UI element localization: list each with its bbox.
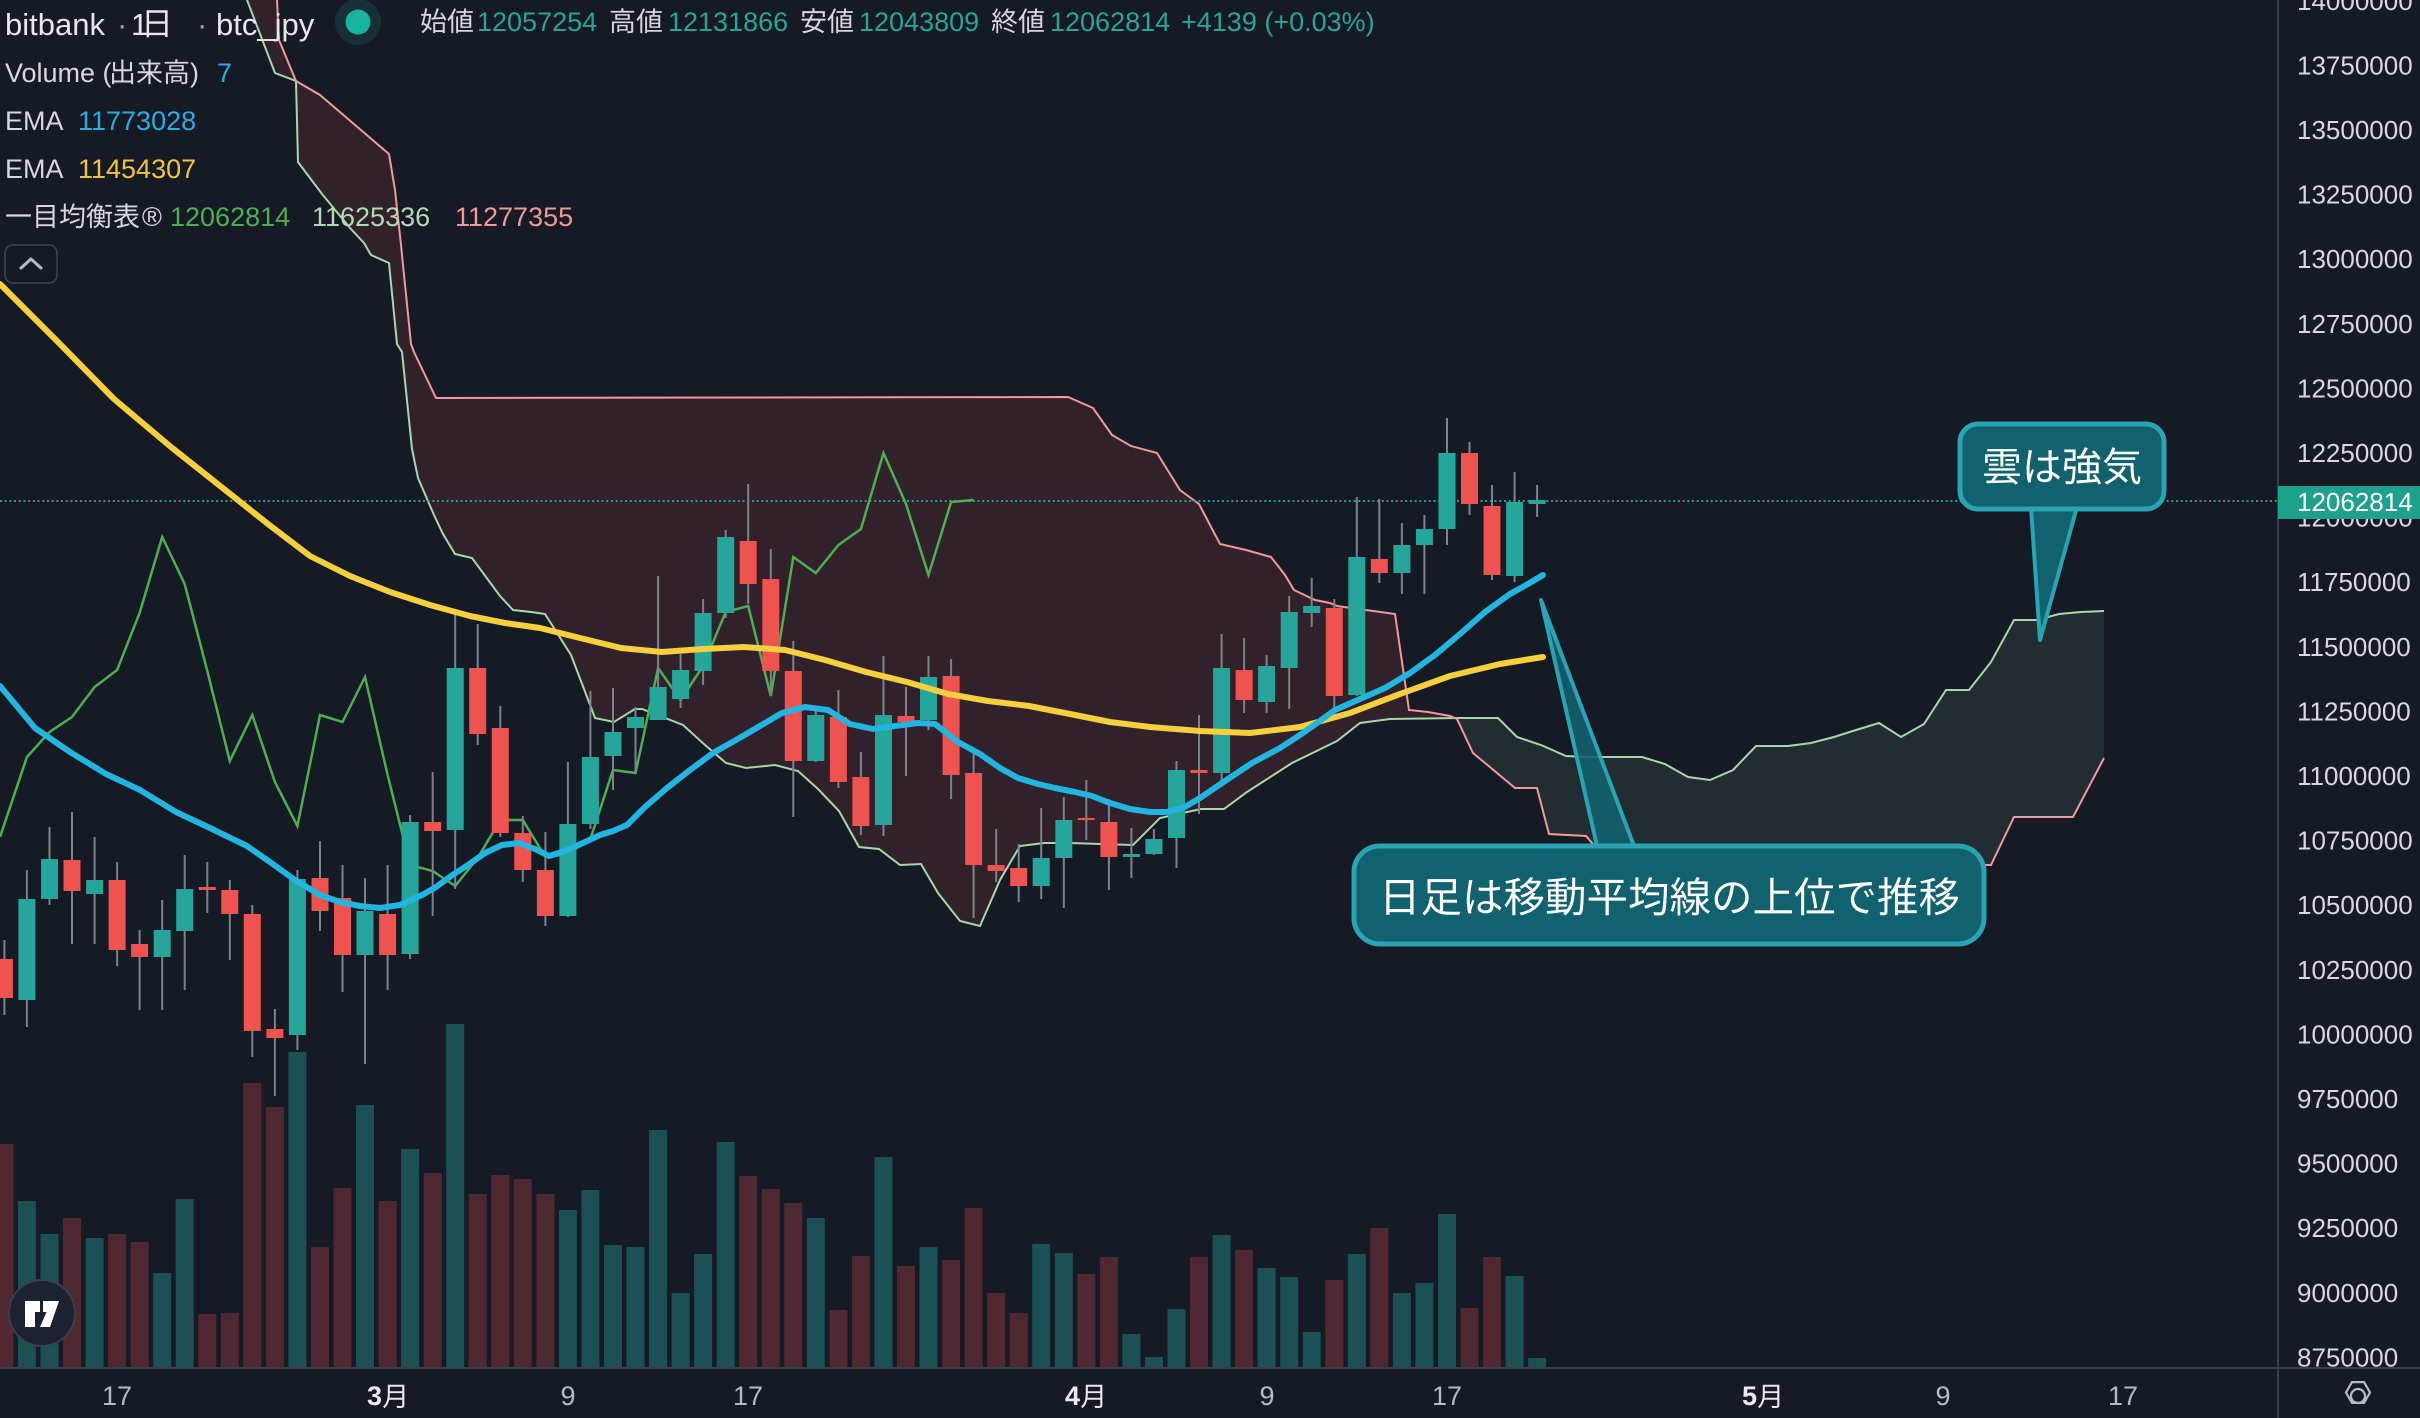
svg-text:9250000: 9250000	[2297, 1213, 2398, 1243]
svg-text:·: ·	[197, 7, 207, 42]
svg-text:9: 9	[1259, 1381, 1274, 1411]
svg-text:13250000: 13250000	[2297, 180, 2413, 210]
svg-text:10750000: 10750000	[2297, 826, 2413, 856]
svg-text:®: ®	[142, 202, 162, 232]
svg-text:EMA: EMA	[5, 154, 64, 184]
svg-text:12750000: 12750000	[2297, 309, 2413, 339]
svg-text:12062814: 12062814	[170, 202, 290, 232]
svg-text:4: 4	[1065, 1381, 1080, 1411]
svg-text:12131866: 12131866	[668, 7, 788, 37]
svg-text:EMA: EMA	[5, 106, 64, 136]
svg-text:11277355: 11277355	[455, 202, 573, 232]
svg-text:9: 9	[1935, 1381, 1950, 1411]
svg-text:11773028: 11773028	[78, 106, 196, 136]
svg-text:9500000: 9500000	[2297, 1149, 2398, 1179]
svg-text:13000000: 13000000	[2297, 244, 2413, 274]
svg-text:12043809: 12043809	[859, 7, 979, 37]
svg-text:11625336: 11625336	[312, 202, 430, 232]
svg-text:12500000: 12500000	[2297, 373, 2413, 403]
svg-text:17: 17	[1432, 1381, 1462, 1411]
svg-text:5: 5	[1742, 1381, 1757, 1411]
svg-text:bitbank: bitbank	[5, 7, 105, 42]
svg-text:8750000: 8750000	[2297, 1342, 2398, 1372]
svg-text:13750000: 13750000	[2297, 50, 2413, 80]
svg-text:10500000: 10500000	[2297, 890, 2413, 920]
svg-text:12250000: 12250000	[2297, 438, 2413, 468]
svg-text:17: 17	[733, 1381, 763, 1411]
svg-text:11000000: 11000000	[2297, 761, 2411, 791]
svg-text:): )	[190, 58, 199, 88]
svg-text:3: 3	[367, 1381, 382, 1411]
svg-text:10000000: 10000000	[2297, 1019, 2413, 1049]
svg-text:12057254: 12057254	[477, 7, 597, 37]
svg-text:11500000: 11500000	[2297, 632, 2411, 662]
svg-text:11750000: 11750000	[2297, 567, 2411, 597]
svg-text:12062814: 12062814	[1050, 7, 1170, 37]
svg-text:·: ·	[117, 7, 127, 42]
svg-text:17: 17	[2108, 1381, 2138, 1411]
svg-text:11250000: 11250000	[2297, 696, 2411, 726]
svg-text:1: 1	[131, 7, 148, 42]
svg-text:9: 9	[560, 1381, 575, 1411]
svg-text:10250000: 10250000	[2297, 955, 2413, 985]
svg-text:btc_jpy: btc_jpy	[216, 7, 315, 42]
svg-text:13500000: 13500000	[2297, 115, 2413, 145]
svg-text:12062814: 12062814	[2297, 487, 2413, 517]
svg-text:7: 7	[217, 58, 232, 88]
svg-text:11454307: 11454307	[78, 154, 196, 184]
svg-text:Volume (: Volume (	[5, 58, 112, 88]
svg-text:17: 17	[102, 1381, 132, 1411]
svg-text:+4139 (+0.03%): +4139 (+0.03%)	[1181, 7, 1375, 37]
svg-text:14000000: 14000000	[2297, 0, 2413, 16]
svg-text:9750000: 9750000	[2297, 1084, 2398, 1114]
svg-text:9000000: 9000000	[2297, 1278, 2398, 1308]
